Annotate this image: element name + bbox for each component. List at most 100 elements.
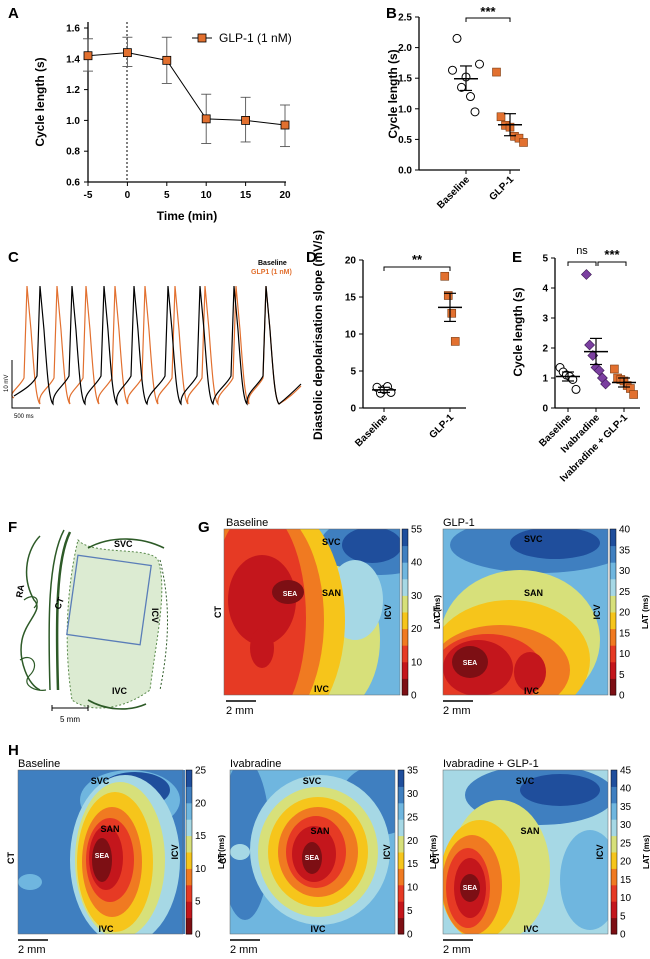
a-series-line xyxy=(87,52,286,126)
h1-cbar-seg xyxy=(186,770,192,787)
g1-sea-label: SEA xyxy=(283,591,297,598)
h2-cbar-seg xyxy=(398,868,404,886)
h3-cbar-tick: 25 xyxy=(620,838,632,849)
h1-title: Baseline xyxy=(18,758,60,770)
h1-cbar-seg xyxy=(186,835,192,853)
panel-label-b: B xyxy=(386,5,397,22)
b-point xyxy=(492,67,501,77)
e-sig-star: *** xyxy=(604,247,620,262)
f-scale-label: 5 mm xyxy=(60,715,80,724)
h3-region xyxy=(460,874,480,902)
g1-cbar-seg xyxy=(402,678,408,696)
panel-label-a: A xyxy=(8,5,19,22)
e-ytick-label: 1 xyxy=(542,374,548,385)
h2-cbar-seg xyxy=(398,786,404,804)
a-ytick-label: 1.4 xyxy=(66,54,80,65)
h2-cbar-tick: 20 xyxy=(407,836,419,847)
h2-cbar-tick: 5 xyxy=(407,906,413,917)
a-point xyxy=(162,55,172,65)
b-ylabel: Cycle length (s) xyxy=(386,49,400,138)
e-sig-ns: ns xyxy=(576,245,588,257)
h2-san-label: SAN xyxy=(310,826,329,836)
c-scale-x: 500 ms xyxy=(14,414,34,420)
g2-frame xyxy=(442,528,609,696)
d-point xyxy=(450,337,460,346)
e-point xyxy=(580,269,592,280)
panel-label-e: E xyxy=(512,249,522,266)
e-ytick-label: 4 xyxy=(542,284,548,295)
f-ct-label: CT xyxy=(52,596,66,611)
chart-b: 0.0 0.5 1.0 1.5 2.0 2.5 Baseline GLP-1 Cycle le… xyxy=(386,4,528,211)
f-pectinate xyxy=(19,656,47,691)
g2-cbar-tick: 10 xyxy=(619,649,631,660)
d-sig-label: ** xyxy=(412,252,423,267)
h3-cbar-seg xyxy=(611,884,617,902)
d-ylabel: Diastolic depolarisation slope (mV/s) xyxy=(311,230,325,440)
a-xtick-label: 0 xyxy=(125,190,131,201)
h3-cbar-tick: 40 xyxy=(620,784,632,795)
h2-title: Ivabradine xyxy=(230,758,281,770)
g1-region xyxy=(228,555,296,645)
d-xtick-label: Baseline xyxy=(353,412,390,449)
g1-cbar-seg xyxy=(402,595,408,613)
b-sig-bracket xyxy=(465,17,511,22)
g2-cbar-seg xyxy=(610,545,616,563)
e-point xyxy=(593,365,605,376)
g1-title: Baseline xyxy=(226,517,268,529)
e-ylabel: Cycle length (s) xyxy=(511,287,525,376)
h3-cbar-tick: 45 xyxy=(620,766,632,777)
h3-icv-label: ICV xyxy=(595,844,605,859)
h1-cbar-seg xyxy=(186,868,192,886)
a-ytick-label: 1.2 xyxy=(66,85,80,96)
h2-cbar-tick: 10 xyxy=(407,883,419,894)
b-point xyxy=(452,33,462,43)
h2-cbar-seg xyxy=(398,917,404,935)
h1-region xyxy=(18,874,42,890)
d-sig-bracket xyxy=(383,266,451,271)
b-ytick-label: 2.5 xyxy=(398,13,412,24)
f-pectinate-2 xyxy=(23,596,38,609)
g1-cbar-tick: 40 xyxy=(411,558,423,569)
h1-heatmap xyxy=(18,770,185,934)
h1-sea-label: SEA xyxy=(95,853,109,860)
b-sig-label: *** xyxy=(480,4,496,19)
g2-scale-label: 2 mm xyxy=(443,705,471,717)
a-ytick-label: 0.8 xyxy=(66,147,80,158)
h2-cbar-seg xyxy=(398,852,404,869)
b-point xyxy=(470,107,480,117)
g2-cbar-seg xyxy=(610,612,616,630)
h3-cbar-tick: 10 xyxy=(620,893,632,904)
c-scale-bar xyxy=(11,360,40,409)
f-tissue xyxy=(66,538,163,709)
a-ylabel: Cycle length (s) xyxy=(33,57,47,146)
g1-icv-label: ICV xyxy=(383,604,393,619)
g2-sea-label: SEA xyxy=(463,660,477,667)
d-ytick-label: 0 xyxy=(350,404,356,415)
e-ytick-label: 5 xyxy=(542,254,548,265)
a-point xyxy=(280,120,290,130)
f-ivc-label: IVC xyxy=(112,686,128,696)
g1-cbar-seg xyxy=(402,562,408,580)
g1-cbar-seg xyxy=(402,578,408,596)
f-ct-ridge-2 xyxy=(48,529,65,691)
h2-cbar-label: LAT (ms) xyxy=(429,835,438,869)
a-point xyxy=(123,48,132,58)
d-ytick-label: 10 xyxy=(345,330,357,341)
b-point xyxy=(496,112,506,122)
h2-cbar-seg xyxy=(398,884,404,902)
h1-cbar-frame xyxy=(185,769,193,935)
h2-cbar-seg xyxy=(398,835,404,853)
g2-cbar-tick: 35 xyxy=(619,545,631,556)
d-ytick-label: 5 xyxy=(350,367,356,378)
h1-cbar-tick: 0 xyxy=(195,930,201,941)
a-xtick-label: 15 xyxy=(240,190,252,201)
a-point xyxy=(201,114,211,124)
h3-sea-label: SEA xyxy=(463,885,477,892)
c-trace-glp1 xyxy=(11,285,302,406)
c-legend-baseline: Baseline xyxy=(258,260,287,267)
h3-cbar-seg xyxy=(611,868,617,886)
g2-cbar-seg xyxy=(610,578,616,596)
e-point xyxy=(600,378,612,390)
a-ytick-label: 1.0 xyxy=(66,116,80,127)
